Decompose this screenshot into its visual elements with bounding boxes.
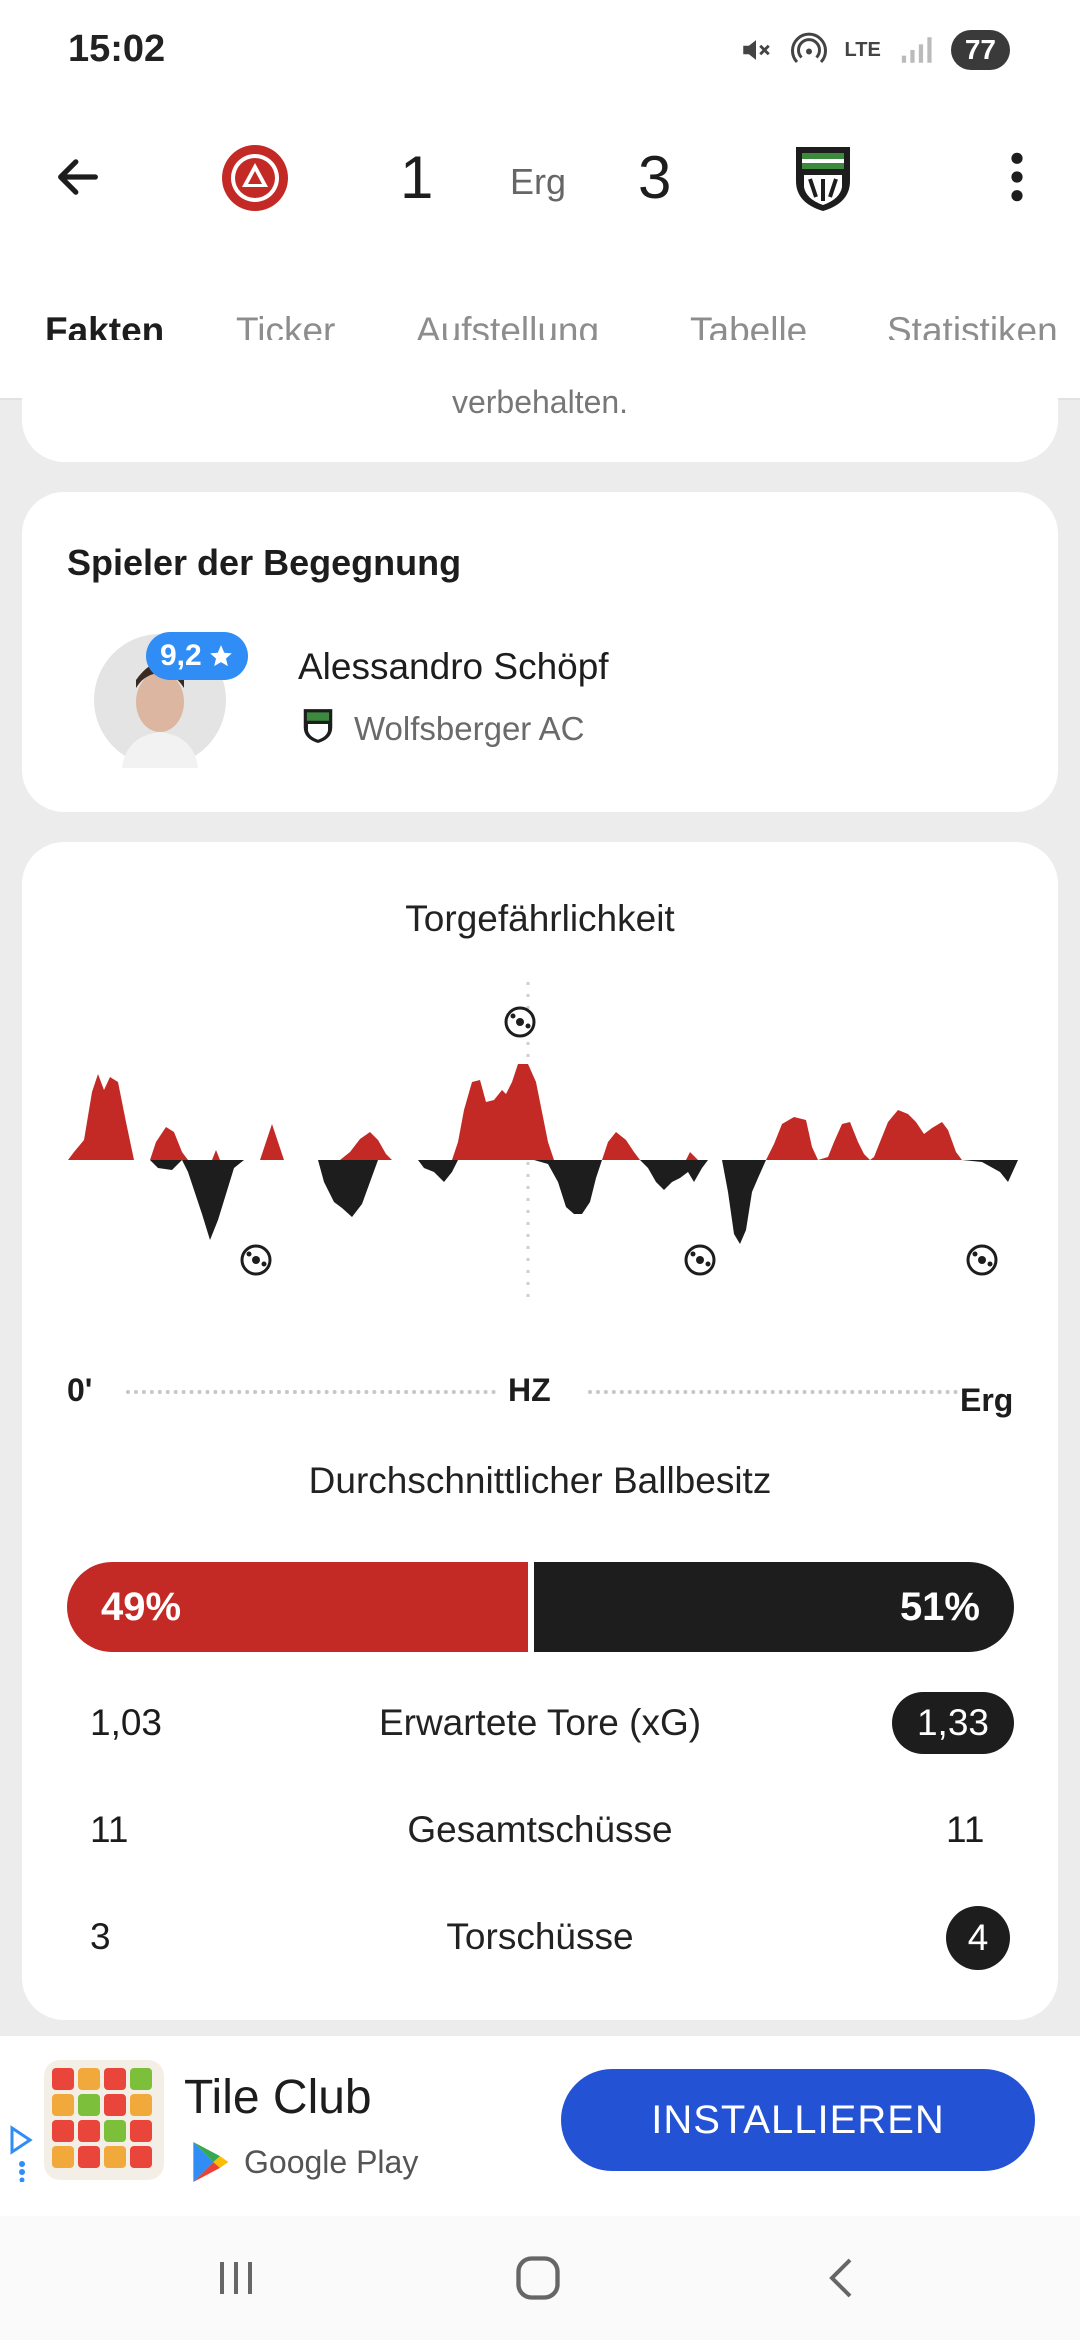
- possession-title: Durchschnittlicher Ballbesitz: [308, 1460, 772, 1501]
- player-name: Alessandro Schöpf: [298, 646, 609, 687]
- ad-app-name[interactable]: Tile Club: [184, 2071, 372, 2124]
- ad-banner[interactable]: Tile Club Google Play INSTALLIEREN: [0, 2036, 1080, 2216]
- momentum-axis-start: 0': [67, 1372, 93, 1408]
- player-rating: 9,2: [160, 639, 202, 672]
- status-time: 15:02: [68, 28, 166, 70]
- possession-home-segment: 49%: [67, 1562, 528, 1652]
- momentum-axis-end: Erg: [960, 1382, 1014, 1418]
- goal-marker-away-1: [240, 1244, 272, 1276]
- axis-dots-first-half: [126, 1390, 496, 1394]
- recent-apps-icon[interactable]: [212, 2254, 260, 2302]
- possession-away-label: 51%: [899, 1584, 980, 1629]
- system-nav-bar: [0, 2216, 1080, 2340]
- player-team-logo: [303, 709, 333, 743]
- goal-marker-away-3: [966, 1244, 998, 1276]
- stat-home-value: 11: [90, 1809, 129, 1850]
- goal-marker-away-2: [684, 1244, 716, 1276]
- stat-away-value: 1,33: [892, 1692, 1014, 1754]
- hotspot-icon: [790, 32, 827, 64]
- player-team-name: Wolfsberger AC: [354, 710, 585, 747]
- axis-dots-second-half: [588, 1390, 958, 1394]
- momentum-home-area: [68, 1064, 962, 1160]
- stat-away-value: 11: [946, 1809, 985, 1850]
- momentum-away-area: [68, 1160, 1018, 1244]
- match-header: 1 Erg 3: [0, 105, 1080, 270]
- home-team-logo[interactable]: [220, 143, 290, 213]
- ad-choices-icon[interactable]: [6, 2122, 36, 2182]
- home-icon[interactable]: [512, 2252, 564, 2304]
- stat-row: 3 Torschüsse 4: [22, 1906, 1058, 1970]
- signal-icon: [901, 37, 932, 63]
- more-options-icon[interactable]: [1000, 149, 1034, 205]
- stat-row: 11 Gesamtschüsse 11: [22, 1799, 1058, 1863]
- player-card-title: Spieler der Begegnung: [67, 542, 462, 583]
- status-bar: 15:02 LTE 77: [0, 0, 1080, 105]
- possession-divider: [528, 1562, 534, 1652]
- mute-icon: [742, 40, 770, 60]
- momentum-chart: [68, 982, 1018, 1302]
- stat-label: Erwartete Tore (xG): [378, 1702, 702, 1743]
- stat-row: 1,03 Erwartete Tore (xG) 1,33: [22, 1692, 1058, 1756]
- status-icons: LTE 77: [739, 28, 1010, 72]
- momentum-axis-mid: HZ: [508, 1372, 551, 1408]
- match-status: Erg: [510, 161, 567, 202]
- back-arrow-icon[interactable]: [52, 151, 104, 203]
- stat-home-value: 1,03: [90, 1702, 163, 1743]
- player-rating-badge: 9,2: [146, 632, 248, 680]
- momentum-title: Torgefährlichkeit: [405, 898, 675, 939]
- battery-indicator: 77: [950, 30, 1010, 70]
- ad-store-label: Google Play: [244, 2144, 419, 2180]
- stat-label: Gesamtschüsse: [407, 1809, 673, 1850]
- google-play-icon: [193, 2142, 229, 2182]
- stat-label: Torschüsse: [446, 1916, 634, 1957]
- possession-away-segment: 51%: [534, 1562, 1014, 1652]
- star-icon: [209, 645, 232, 667]
- possession-home-label: 49%: [101, 1584, 182, 1629]
- away-team-logo[interactable]: [790, 141, 856, 213]
- player-of-match-card[interactable]: Spieler der Begegnung 9,2 Alessandro Sch…: [22, 492, 1058, 812]
- away-score: 3: [638, 144, 672, 211]
- back-icon[interactable]: [818, 2252, 866, 2304]
- app-icon[interactable]: [44, 2060, 164, 2180]
- network-type: LTE: [844, 38, 881, 61]
- home-score: 1: [400, 144, 434, 211]
- install-button[interactable]: INSTALLIEREN: [561, 2069, 1035, 2171]
- previous-card-text: verbehalten.: [451, 384, 629, 420]
- possession-bar: 49% 51%: [67, 1562, 1014, 1652]
- goal-marker-home-1: [504, 1006, 536, 1038]
- previous-card: verbehalten.: [22, 340, 1058, 462]
- stat-home-value: 3: [90, 1916, 111, 1957]
- stat-away-value: 4: [946, 1906, 1010, 1970]
- match-stats-card: Torgefährlichkeit 0' HZ Erg Durchschnitt…: [22, 842, 1058, 2020]
